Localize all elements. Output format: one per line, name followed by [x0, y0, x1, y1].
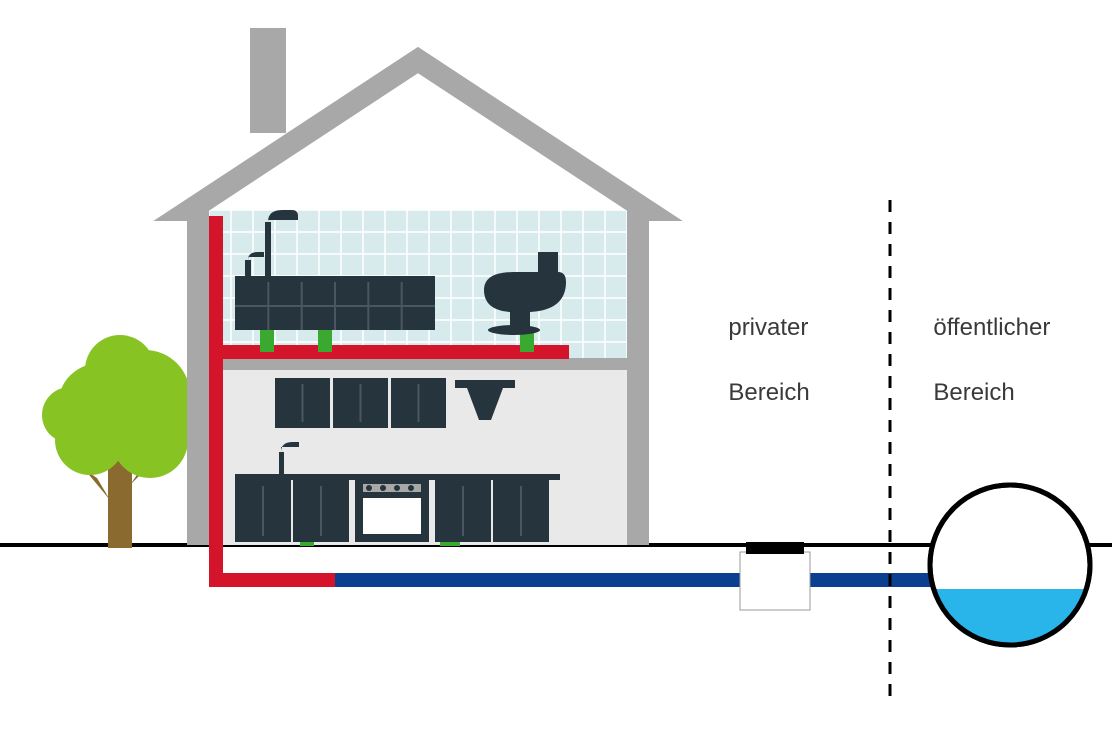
external-blue-pipe: [335, 573, 950, 587]
label-private-line2: Bereich: [728, 379, 809, 406]
label-private-area: privater Bereich: [715, 280, 810, 410]
tree-icon: [42, 335, 200, 548]
label-public-area: öffentlicher Bereich: [920, 280, 1050, 410]
inspection-chamber: [740, 542, 810, 610]
main-sewer-pipe: [930, 485, 1090, 645]
label-public-line1: öffentlicher: [933, 314, 1050, 341]
label-private-line1: privater: [728, 314, 808, 341]
label-public-line2: Bereich: [933, 379, 1014, 406]
